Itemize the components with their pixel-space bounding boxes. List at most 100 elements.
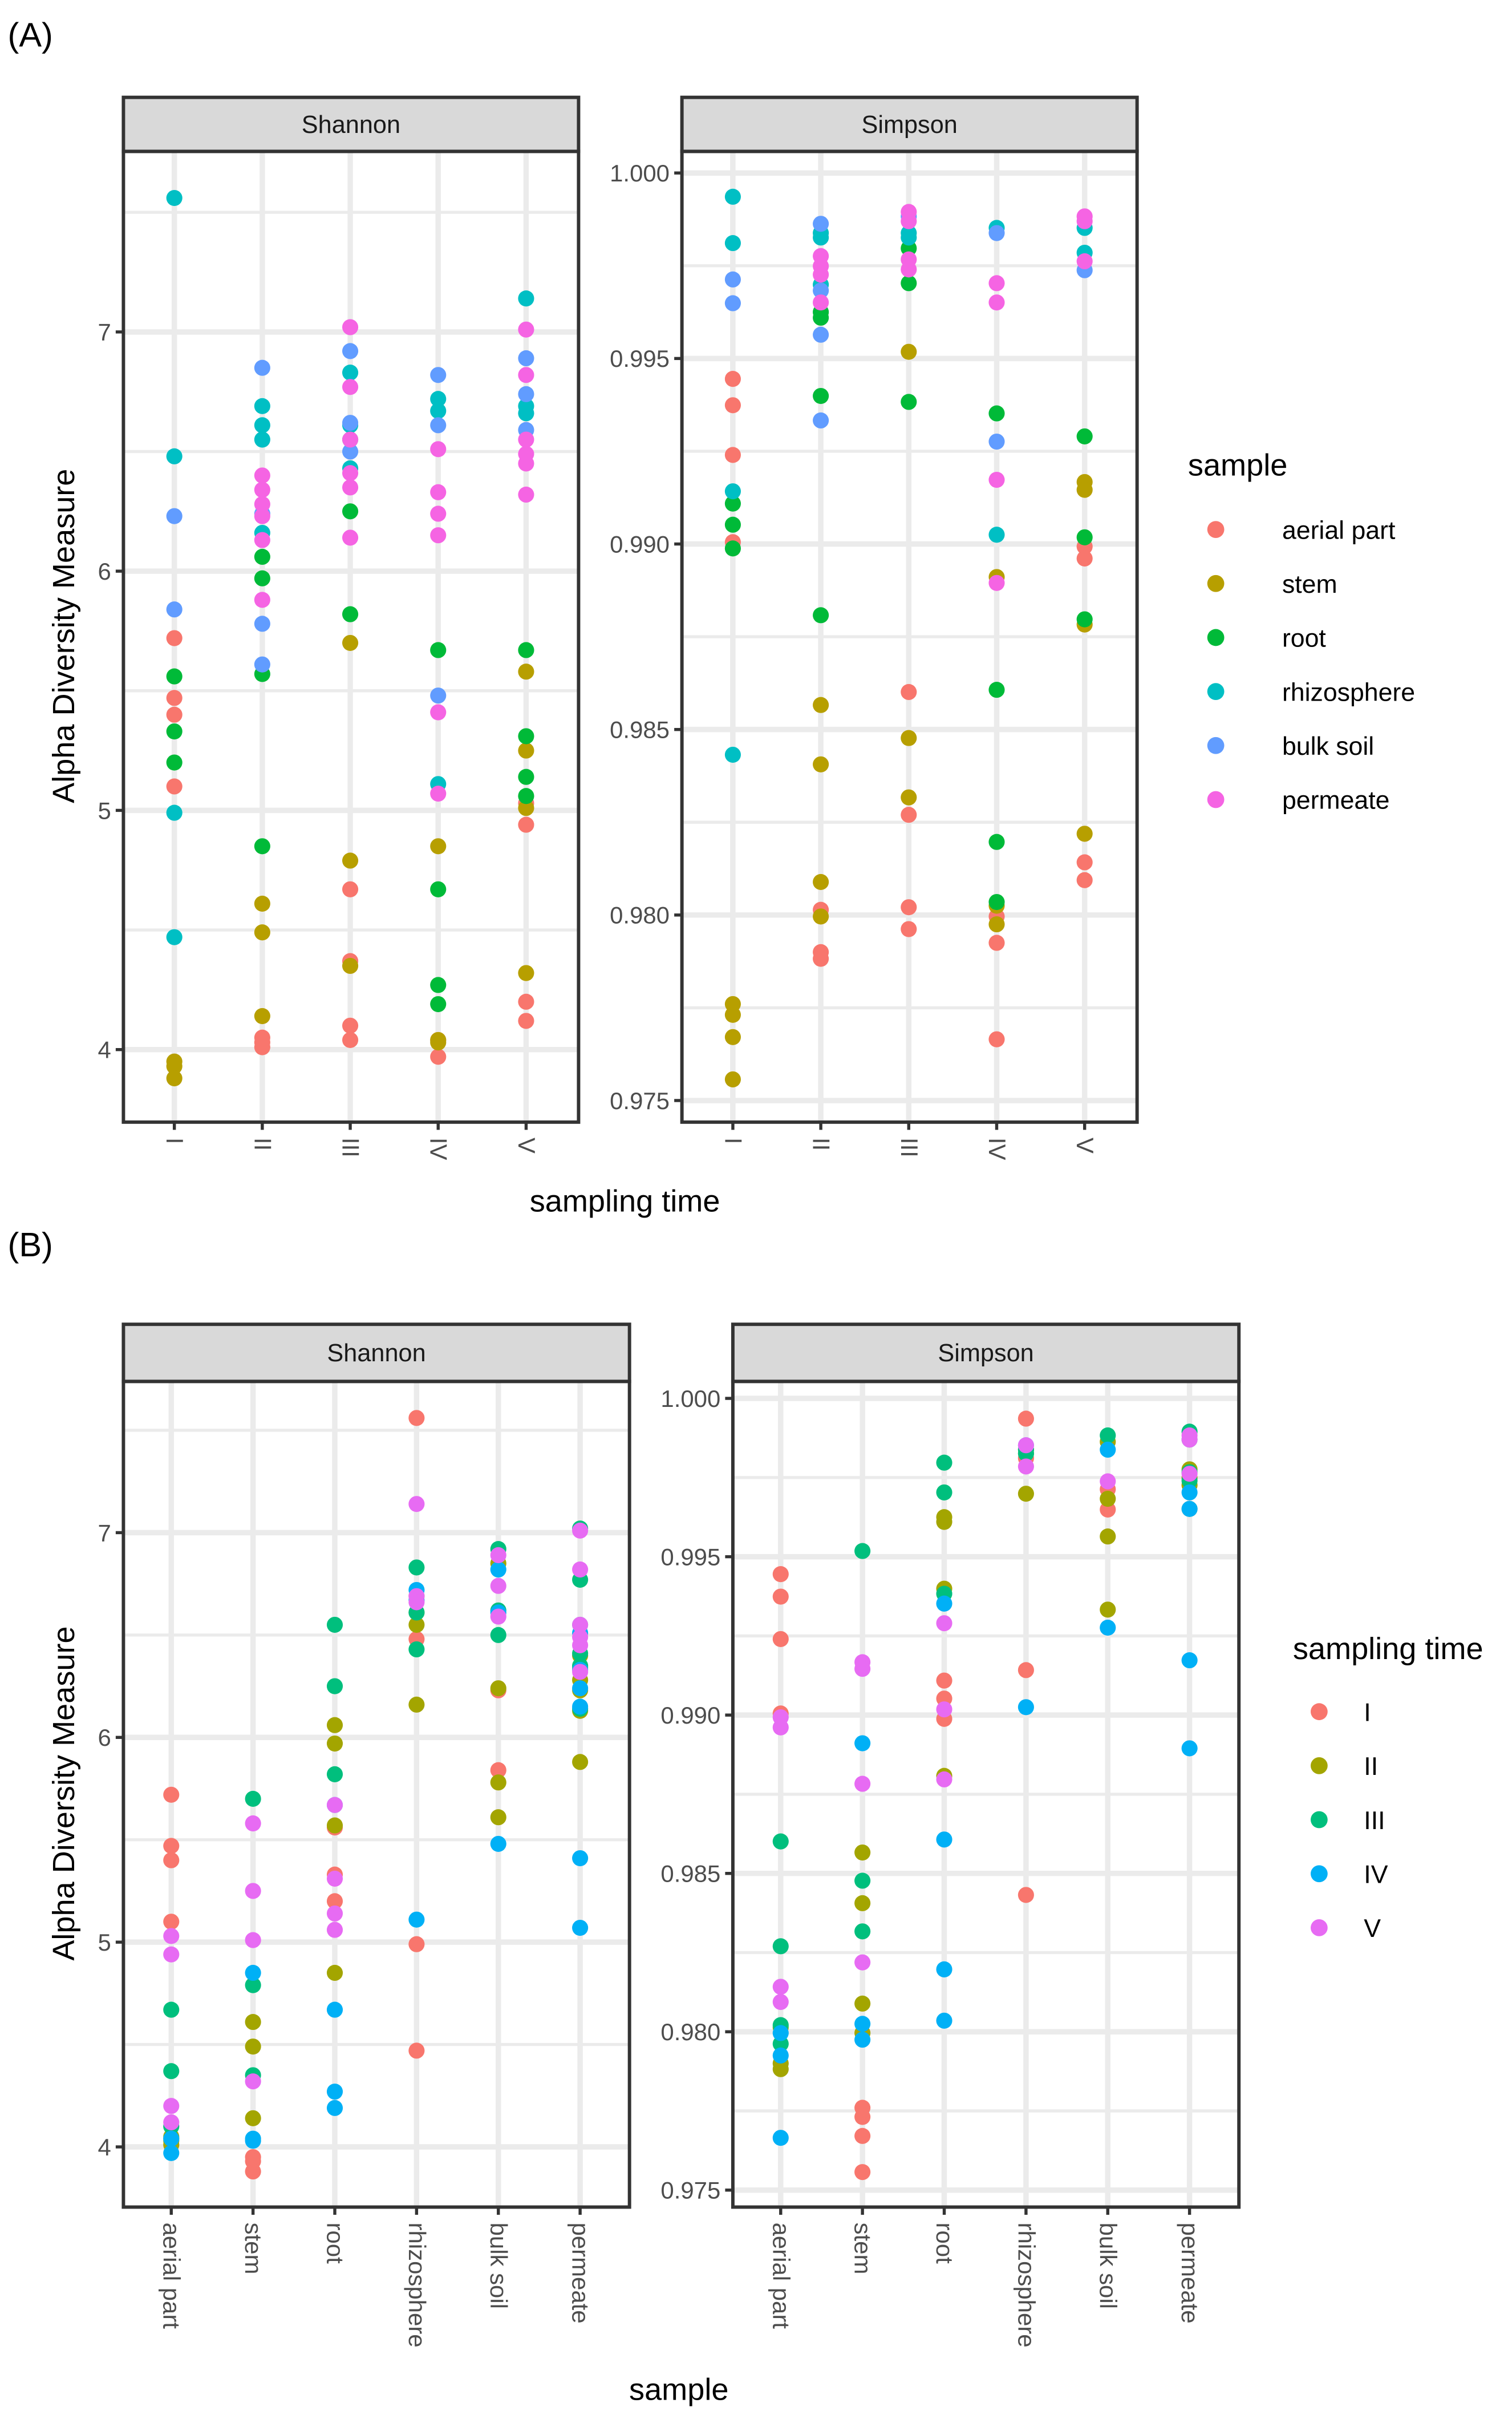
data-point-shannon xyxy=(408,1616,425,1633)
data-point-simpson xyxy=(772,1566,789,1583)
data-point-shannon xyxy=(342,365,359,381)
data-point-shannon xyxy=(342,319,359,335)
data-point-shannon xyxy=(430,687,447,704)
data-point-shannon xyxy=(254,1008,270,1025)
data-point-shannon xyxy=(342,443,359,460)
data-point-shannon xyxy=(163,1946,180,1963)
data-point-shannon xyxy=(572,1919,589,1936)
data-point-simpson xyxy=(936,1595,952,1612)
x-axis-title: sampling time xyxy=(530,1184,720,1219)
data-point-simpson xyxy=(813,697,829,713)
data-point-shannon xyxy=(518,486,534,503)
data-point-simpson xyxy=(854,2016,871,2032)
data-point-simpson xyxy=(1018,1699,1034,1716)
y-tick-label: 0.975 xyxy=(660,2177,720,2204)
data-point-shannon xyxy=(245,2073,261,2090)
x-tick-label: permeate xyxy=(567,2223,594,2324)
data-point-shannon xyxy=(430,417,447,434)
facet-strip-label: Shannon xyxy=(302,111,400,139)
data-point-simpson xyxy=(813,309,829,326)
data-point-shannon xyxy=(518,405,534,422)
data-point-shannon xyxy=(408,1911,425,1928)
y-tick-label: 0.995 xyxy=(660,1543,720,1570)
legend-key xyxy=(1207,737,1225,754)
y-tick-label: 0.990 xyxy=(660,1702,720,1729)
data-point-simpson xyxy=(988,834,1005,850)
data-point-shannon xyxy=(166,1058,183,1075)
data-point-simpson xyxy=(813,607,829,624)
data-point-shannon xyxy=(166,754,183,771)
data-point-simpson xyxy=(854,1872,871,1889)
data-point-shannon xyxy=(166,448,183,464)
data-point-simpson xyxy=(901,807,917,823)
x-tick-label: rhizosphere xyxy=(1013,2223,1040,2348)
data-point-shannon xyxy=(342,1017,359,1034)
legend-label: aerial part xyxy=(1282,516,1396,544)
data-point-simpson xyxy=(1076,428,1093,444)
data-point-shannon xyxy=(518,455,534,472)
data-point-shannon xyxy=(408,1696,425,1713)
data-point-simpson xyxy=(901,261,917,278)
data-point-simpson xyxy=(901,789,917,806)
data-point-simpson xyxy=(854,1895,871,1911)
data-point-simpson xyxy=(936,1615,952,1632)
data-point-shannon xyxy=(430,391,447,407)
data-point-shannon xyxy=(430,642,447,658)
data-point-shannon xyxy=(326,2001,343,2018)
y-tick-label: 0.980 xyxy=(660,2019,720,2045)
data-point-simpson xyxy=(1076,826,1093,842)
data-point-simpson xyxy=(988,471,1005,488)
x-tick-label: stem xyxy=(850,2223,877,2275)
data-point-simpson xyxy=(936,1454,952,1471)
data-point-simpson xyxy=(1181,1740,1198,1757)
facet-strip-simpson xyxy=(680,95,1139,153)
data-point-shannon xyxy=(163,2114,180,2131)
data-point-shannon xyxy=(342,957,359,974)
data-point-simpson xyxy=(1100,1490,1116,1507)
y-tick-label: 0.985 xyxy=(660,1860,720,1887)
data-point-shannon xyxy=(518,816,534,833)
data-point-shannon xyxy=(254,1039,270,1055)
data-point-shannon xyxy=(572,1754,589,1770)
data-point-shannon xyxy=(254,398,270,414)
data-point-simpson xyxy=(813,387,829,405)
data-point-shannon xyxy=(166,690,183,706)
data-point-shannon xyxy=(254,924,270,941)
data-point-shannon xyxy=(408,1936,425,1952)
data-point-shannon xyxy=(326,1766,343,1782)
data-point-shannon xyxy=(326,1735,343,1752)
data-point-simpson xyxy=(854,1923,871,1940)
legend-label: III xyxy=(1364,1807,1385,1835)
data-point-shannon xyxy=(166,929,183,945)
data-point-shannon xyxy=(518,290,534,307)
data-point-shannon xyxy=(430,704,447,721)
data-point-simpson xyxy=(1018,1410,1034,1427)
data-point-simpson xyxy=(772,2130,789,2146)
data-point-simpson xyxy=(1076,550,1093,567)
data-point-simpson xyxy=(988,294,1005,311)
data-point-shannon xyxy=(166,706,183,723)
data-point-simpson xyxy=(724,188,741,205)
legend-key xyxy=(1310,1919,1328,1936)
data-point-simpson xyxy=(854,2032,871,2048)
data-point-simpson xyxy=(724,271,741,288)
facet-strip-simpson xyxy=(731,1322,1241,1384)
data-point-shannon xyxy=(245,2163,261,2180)
data-point-shannon xyxy=(163,1838,180,1854)
data-point-shannon xyxy=(518,768,534,785)
data-point-simpson xyxy=(936,1484,952,1500)
data-point-shannon xyxy=(254,417,270,434)
data-point-simpson xyxy=(813,294,829,311)
y-tick-label: 0.975 xyxy=(610,1087,670,1114)
data-point-simpson xyxy=(936,1831,952,1848)
legend-title: sample xyxy=(1188,448,1287,482)
legend-title: sampling time xyxy=(1293,1632,1483,1666)
data-point-shannon xyxy=(430,838,447,855)
data-point-shannon xyxy=(254,548,270,565)
data-point-simpson xyxy=(813,229,829,246)
data-point-shannon xyxy=(166,723,183,740)
data-point-shannon xyxy=(490,1561,506,1578)
data-point-shannon xyxy=(572,1561,589,1578)
data-point-shannon xyxy=(490,1547,506,1563)
x-tick-label: IV xyxy=(425,1138,452,1160)
